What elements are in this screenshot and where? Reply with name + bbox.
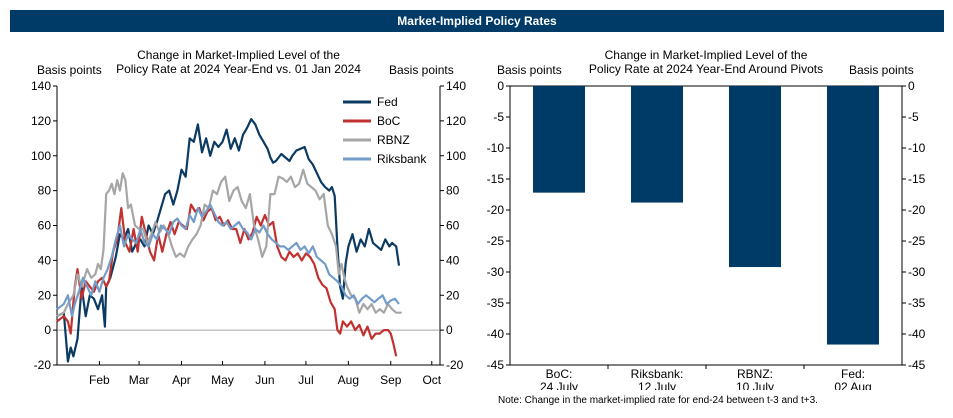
left-ytick-label-right: 60 bbox=[446, 219, 460, 233]
right-ytick-label-right: -20 bbox=[908, 203, 926, 217]
chart-banner: Market-Implied Policy Rates bbox=[10, 10, 944, 32]
right-ytick-label: -25 bbox=[487, 234, 505, 248]
bar-label-line1: RBNZ: bbox=[737, 367, 773, 381]
right-ytick-label: -20 bbox=[487, 203, 505, 217]
bar-label-line2: 02 Aug bbox=[834, 380, 871, 390]
right-ytick-label: -45 bbox=[487, 358, 505, 372]
left-xtick-label: Apr bbox=[172, 373, 191, 387]
left-title-line2: Policy Rate at 2024 Year-End vs. 01 Jan … bbox=[116, 62, 361, 76]
left-ytick-label: 80 bbox=[38, 184, 52, 198]
right-ytick-label: -30 bbox=[487, 265, 505, 279]
left-xtick-label: May bbox=[211, 373, 234, 387]
bar-3 bbox=[827, 86, 879, 345]
legend-label-riksbank: Riksbank bbox=[377, 152, 427, 166]
right-title-line2: Policy Rate at 2024 Year-End Around Pivo… bbox=[589, 62, 823, 76]
bar-2 bbox=[729, 86, 781, 268]
left-ytick-label-right: -20 bbox=[446, 358, 464, 372]
right-ytick-label: -10 bbox=[487, 141, 505, 155]
left-ytick-label-right: 140 bbox=[446, 79, 466, 93]
bar-label-line1: Riksbank: bbox=[631, 367, 684, 381]
bar-0 bbox=[533, 86, 585, 193]
bar-label-line2: 10 July bbox=[736, 380, 774, 390]
left-xtick-label: Jul bbox=[298, 373, 313, 387]
right-ytick-label-right: -10 bbox=[908, 141, 926, 155]
right-ytick-label-right: -25 bbox=[908, 234, 926, 248]
series-line-riksbank bbox=[56, 203, 400, 318]
left-ytick-label-right: 80 bbox=[446, 184, 460, 198]
right-ytick-label-right: 0 bbox=[908, 79, 915, 93]
line-chart: Change in Market-Implied Level of thePol… bbox=[31, 48, 466, 387]
left-ytick-label: 100 bbox=[31, 149, 51, 163]
left-xtick-label: Oct bbox=[422, 373, 441, 387]
bar-label-line1: BoC: bbox=[546, 367, 573, 381]
legend-label-rbnz: RBNZ bbox=[377, 133, 410, 147]
right-ytick-label: -15 bbox=[487, 172, 505, 186]
right-ytick-label: -35 bbox=[487, 296, 505, 310]
right-ytick-label-right: -40 bbox=[908, 327, 926, 341]
bar-label-line2: 12 July bbox=[638, 380, 676, 390]
left-xtick-label: Sep bbox=[380, 373, 402, 387]
bar-1 bbox=[631, 86, 683, 203]
left-ytick-label: 140 bbox=[31, 79, 51, 93]
right-title-line1: Change in Market-Implied Level of the bbox=[605, 48, 808, 62]
footnote: Note: Change in the market-implied rate … bbox=[498, 395, 818, 406]
left-ytick-label: 20 bbox=[38, 288, 52, 302]
left-ytick-label-right: 0 bbox=[446, 323, 453, 337]
right-ytick-label-right: -30 bbox=[908, 265, 926, 279]
left-ytick-label-right: 120 bbox=[446, 114, 466, 128]
left-ytick-label-right: 100 bbox=[446, 149, 466, 163]
right-ytick-label: 0 bbox=[497, 79, 504, 93]
left-xtick-label: Aug bbox=[338, 373, 359, 387]
right-ytick-label-right: -15 bbox=[908, 172, 926, 186]
right-ytick-label: -5 bbox=[493, 110, 504, 124]
left-xtick-label: Mar bbox=[129, 373, 150, 387]
left-ytick-label: -20 bbox=[34, 358, 52, 372]
bar-label-line2: 24 July bbox=[540, 380, 578, 390]
right-ytick-label-right: -35 bbox=[908, 296, 926, 310]
left-ylabel: Basis points bbox=[37, 63, 102, 77]
legend-label-fed: Fed bbox=[377, 95, 398, 109]
left-ytick-label-right: 40 bbox=[446, 253, 460, 267]
left-ytick-label-right: 20 bbox=[446, 288, 460, 302]
right-ytick-label: -40 bbox=[487, 327, 505, 341]
left-ytick-label: 0 bbox=[44, 323, 51, 337]
right-ytick-label-right: -5 bbox=[908, 110, 919, 124]
series-line-rbnz bbox=[56, 168, 402, 318]
bar-label-line1: Fed: bbox=[841, 367, 865, 381]
left-ytick-label: 120 bbox=[31, 114, 51, 128]
right-ylabel-right: Basis points bbox=[849, 63, 914, 77]
left-ylabel-right: Basis points bbox=[389, 63, 454, 77]
left-xtick-label: Feb bbox=[89, 373, 110, 387]
bar-chart: Change in Market-Implied Level of thePol… bbox=[487, 48, 926, 390]
left-ytick-label: 40 bbox=[38, 253, 52, 267]
right-ylabel-left: Basis points bbox=[497, 63, 562, 77]
left-xtick-label: Jun bbox=[255, 373, 274, 387]
left-ytick-label: 60 bbox=[38, 219, 52, 233]
left-title-line1: Change in Market-Implied Level of the bbox=[137, 48, 340, 62]
legend-label-boc: BoC bbox=[377, 114, 401, 128]
right-ytick-label-right: -45 bbox=[908, 358, 926, 372]
